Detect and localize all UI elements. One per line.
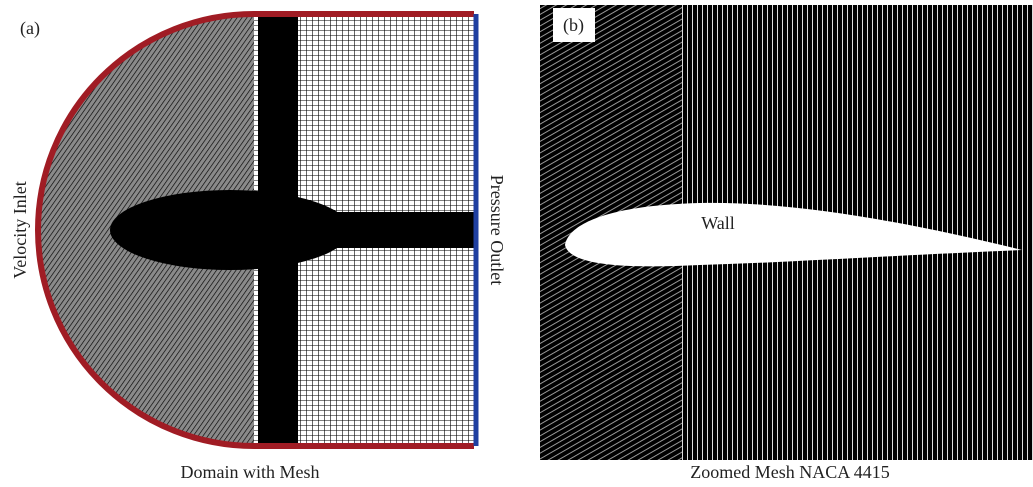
- outlet-label: Pressure Outlet: [487, 175, 507, 285]
- inlet-label: Velocity Inlet: [10, 181, 30, 278]
- domain-mesh: [30, 10, 480, 450]
- caption: Zoomed Mesh NACA 4415: [690, 462, 890, 482]
- panel-label: (a): [20, 18, 40, 39]
- wall-label: Wall: [701, 213, 735, 233]
- caption: Domain with Mesh: [181, 462, 320, 482]
- figure: (a) Velocity Inlet Pressure Outlet Domai…: [0, 0, 1033, 487]
- zoomed-mesh: [540, 5, 1033, 460]
- panel-label: (b): [563, 15, 584, 36]
